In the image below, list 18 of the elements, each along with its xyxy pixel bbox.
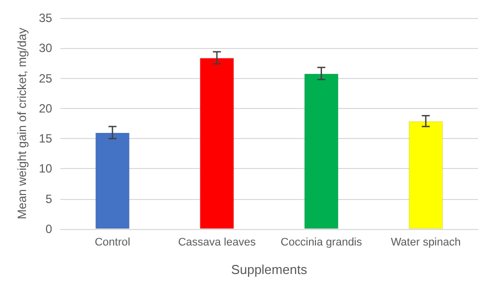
y-tick-label: 15 — [38, 132, 53, 146]
x-tick-label: Water spinach — [390, 236, 461, 248]
x-axis-title: Supplements — [231, 262, 308, 277]
bar — [408, 121, 444, 229]
y-tick-label: 35 — [38, 11, 53, 25]
y-axis-title: Mean weight gain of cricket, mg/day — [15, 28, 29, 220]
y-tick-label: 5 — [46, 192, 53, 206]
bar — [95, 132, 130, 229]
x-tick-label: Control — [94, 236, 130, 248]
x-tick-label: Cassava leaves — [178, 236, 256, 248]
bar — [200, 58, 234, 229]
y-tick-label: 25 — [38, 71, 53, 86]
x-tick-label: Coccinia grandis — [280, 236, 362, 248]
y-tick-label: 10 — [38, 162, 53, 176]
y-tick-label: 0 — [46, 222, 53, 236]
y-tick-label: 30 — [38, 41, 53, 56]
bar — [304, 73, 339, 229]
y-tick-label: 20 — [38, 101, 53, 116]
